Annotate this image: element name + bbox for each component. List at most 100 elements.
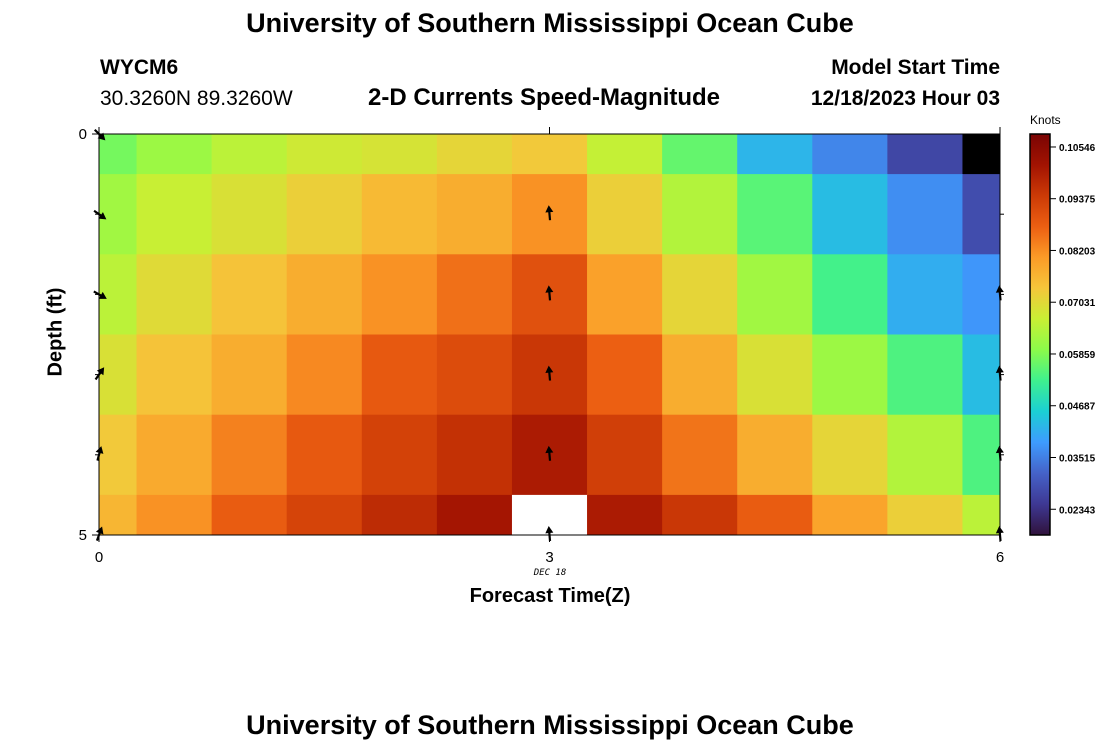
current-vector (545, 526, 554, 542)
current-vector-head (995, 445, 1004, 454)
heatmap-cell (211, 414, 288, 496)
heatmap-cell (587, 174, 663, 255)
heatmap-cell (361, 414, 438, 496)
heatmap-cell (436, 334, 513, 416)
heatmap-cell (887, 414, 963, 496)
colorbar-tick-label: 0.02343 (1059, 505, 1096, 516)
footer-title: University of Southern Mississippi Ocean… (246, 710, 854, 740)
current-vector-head (96, 367, 105, 376)
colorbar (1029, 133, 1051, 536)
heatmap-cell (737, 334, 813, 416)
heatmap-cell (99, 254, 138, 335)
heatmap-cell (361, 174, 438, 255)
current-vector-head (545, 526, 554, 534)
heatmap-cell (99, 494, 138, 536)
current-vector-head (98, 291, 107, 299)
current-vector-head (97, 132, 106, 141)
heatmap-cell (962, 334, 1001, 416)
current-vector (995, 365, 1004, 381)
heatmap-cell (286, 414, 363, 496)
heatmap-cell (737, 414, 813, 496)
heatmap-cell (962, 134, 1001, 175)
model-start-time: 12/18/2023 Hour 03 (810, 87, 1000, 110)
chart-subtitle: 2-D Currents Speed-Magnitude (368, 84, 721, 111)
heatmap-cell (361, 254, 438, 335)
heatmap-cell (211, 494, 288, 536)
station-id: WYCM6 (100, 56, 179, 79)
heatmap-cell (436, 174, 513, 255)
heatmap-cell (211, 334, 288, 416)
current-vector-head (98, 212, 107, 220)
heatmap-cell (136, 334, 213, 416)
heatmap-cell (812, 254, 888, 335)
y-tick-label: 5 (79, 527, 87, 544)
heatmap-cell (962, 174, 1001, 255)
heatmap-cell (587, 254, 663, 335)
current-vector (94, 367, 105, 381)
colorbar-tick-label: 0.09375 (1059, 195, 1096, 206)
heatmap-cell (99, 134, 138, 175)
current-vector (995, 445, 1004, 461)
heatmap-cell (887, 254, 963, 335)
heatmap-cell (662, 254, 738, 335)
current-vector-head (545, 205, 554, 213)
heatmap-cell (662, 174, 738, 255)
x-axis-label: Forecast Time(Z) (469, 585, 631, 607)
current-vector (93, 290, 107, 299)
colorbar-tick-label: 0.05859 (1059, 350, 1096, 361)
heatmap-cell (436, 254, 513, 335)
heatmap-cell (136, 254, 213, 335)
heatmap-cell (587, 334, 663, 416)
current-vector-head (95, 526, 104, 535)
current-vector-head (995, 365, 1004, 373)
heatmap-cell (737, 254, 813, 335)
heatmap-cell (99, 334, 138, 416)
heatmap-cell (436, 134, 513, 175)
heatmap-cell (887, 134, 963, 175)
heatmap-cell (812, 334, 888, 416)
heatmap-cell (587, 134, 663, 175)
heatmap-cell (812, 414, 888, 496)
colorbar-tick-label: 0.03515 (1059, 453, 1096, 464)
y-tick-label: 0 (79, 126, 87, 143)
heatmap-cell (737, 174, 813, 255)
heatmap-cell (99, 414, 138, 496)
heatmap-cell (361, 334, 438, 416)
colorbar-tick-label: 0.07031 (1059, 298, 1096, 309)
current-vector-head (995, 285, 1004, 293)
colorbar-tick-label: 0.08203 (1059, 246, 1096, 257)
heatmap-cell (662, 134, 738, 175)
current-vector (995, 285, 1004, 301)
heatmap-cell (361, 134, 438, 175)
heatmap-cell (211, 134, 288, 175)
current-vector (545, 285, 554, 301)
x-tick-label: 3 (545, 549, 553, 566)
current-vector-head (545, 285, 554, 293)
heatmap-cell (511, 134, 588, 175)
heatmap-cell (286, 174, 363, 255)
heatmap-cell (962, 494, 1001, 536)
x-tick-label: 0 (95, 549, 103, 566)
current-vector (995, 526, 1004, 542)
heatmap-cell (812, 174, 888, 255)
colorbar-title: Knots (1030, 113, 1061, 127)
current-vector-head (545, 445, 554, 454)
heatmap-cell (286, 334, 363, 416)
heatmap-cell (587, 494, 663, 536)
heatmap-cell (99, 174, 138, 255)
current-vector-head (95, 446, 104, 454)
heatmap-cell (662, 334, 738, 416)
current-vector (545, 365, 554, 381)
current-vector (93, 209, 107, 220)
heatmap-cell (286, 494, 363, 536)
heatmap-cell (211, 254, 288, 335)
heatmap-cell (662, 494, 738, 536)
x-tick-label: 6 (996, 549, 1004, 566)
colorbar-tick-label: 0.10546 (1059, 143, 1096, 154)
heatmap-cell (136, 414, 213, 496)
model-start-label: Model Start Time (831, 56, 1000, 79)
current-vector (95, 526, 104, 542)
heatmap-cell (587, 414, 663, 496)
heatmap-cell (887, 494, 963, 536)
